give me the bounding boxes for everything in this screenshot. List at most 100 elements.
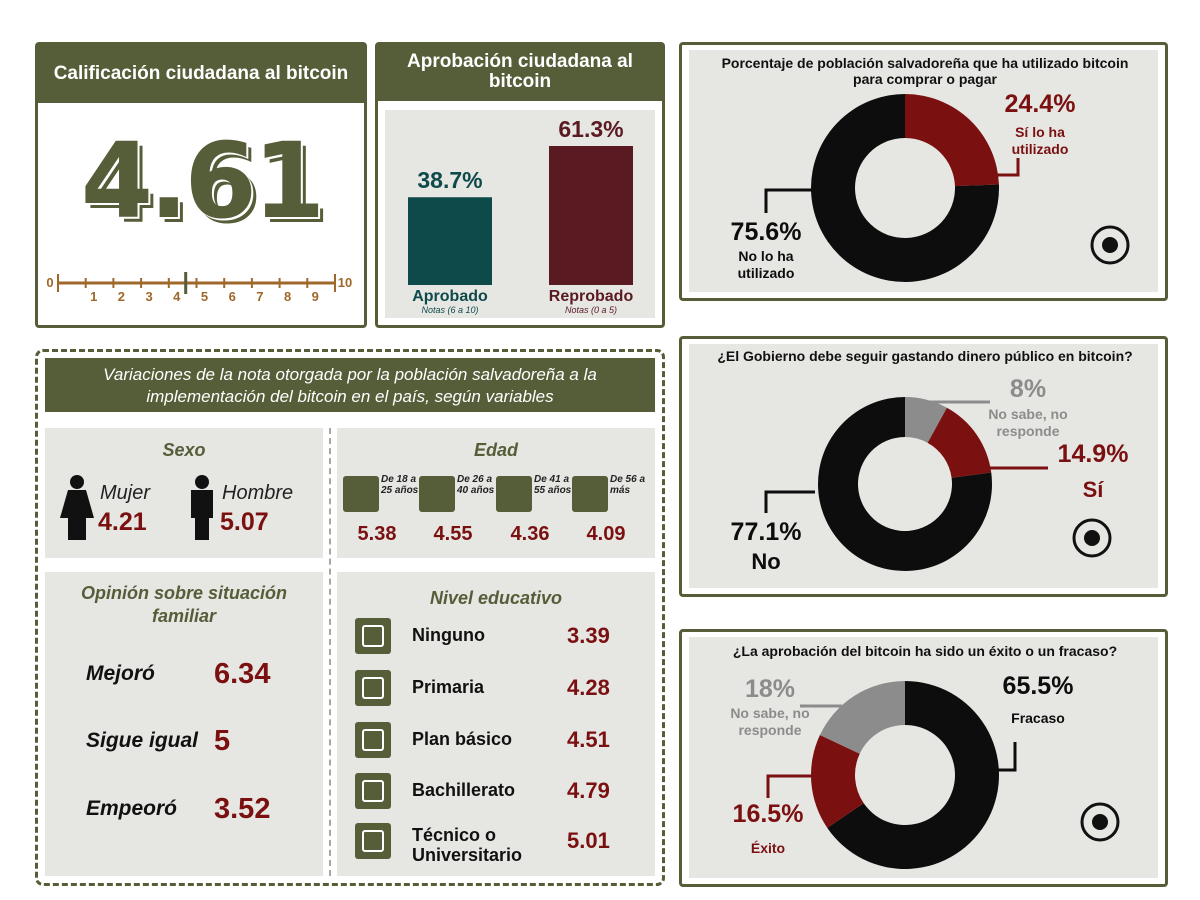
age-icon bbox=[419, 476, 455, 512]
scale-tick-label: 3 bbox=[145, 289, 152, 304]
category-label: Aprobado bbox=[412, 288, 488, 305]
item-value: 6.34 bbox=[214, 658, 271, 690]
person-icon bbox=[195, 475, 209, 489]
education-icon bbox=[362, 729, 384, 751]
leader-line bbox=[764, 188, 812, 213]
section-title: Variaciones de la nota otorgada por la p… bbox=[103, 365, 597, 406]
education-icon bbox=[362, 830, 384, 852]
item-label: De 41 a 55 años bbox=[534, 474, 572, 496]
donut-slice bbox=[827, 681, 1000, 869]
value-label: 8% bbox=[1009, 375, 1047, 403]
scale-tick-label: 4 bbox=[173, 289, 181, 304]
panel-header bbox=[38, 45, 364, 103]
value-label: 14.9% bbox=[1057, 440, 1129, 468]
variations-panel bbox=[35, 349, 665, 886]
education-icon bbox=[355, 618, 391, 654]
education-icon bbox=[355, 670, 391, 706]
scale-tick-label: 0 bbox=[46, 275, 53, 290]
value-label: 75.6% bbox=[730, 218, 802, 246]
value-label: 61.3% bbox=[558, 116, 623, 142]
scale-tick-label: 2 bbox=[118, 289, 125, 304]
education-icon bbox=[355, 722, 391, 758]
leader-line bbox=[985, 742, 1017, 772]
icon bbox=[1084, 530, 1100, 546]
category-label: No sabe, no responde bbox=[730, 705, 810, 738]
panel-title: Calificación ciudadana al bitcoin bbox=[53, 63, 349, 84]
value-label: 77.1% bbox=[730, 518, 802, 546]
value-label: 24.4% bbox=[1004, 90, 1076, 118]
person-icon bbox=[191, 490, 213, 540]
item-value: 4.09 bbox=[586, 523, 626, 545]
item-label: Bachillerato bbox=[412, 780, 516, 800]
item-label: Ninguno bbox=[412, 625, 485, 645]
education-icon bbox=[362, 780, 384, 802]
donut-slice bbox=[905, 94, 999, 187]
scale-tick-label: 1 bbox=[90, 289, 97, 304]
leader-line bbox=[766, 774, 814, 798]
education-icon bbox=[362, 677, 384, 699]
familia-box bbox=[45, 572, 323, 876]
sexo-box bbox=[45, 428, 323, 558]
age-icon bbox=[572, 476, 608, 512]
education-icon bbox=[355, 823, 391, 859]
age-icon bbox=[343, 476, 379, 512]
donut-slice bbox=[811, 94, 999, 282]
scale-tick-label: 8 bbox=[284, 289, 291, 304]
item-label: De 26 a 40 años bbox=[457, 474, 495, 496]
donut-slice bbox=[927, 407, 992, 478]
item-label: Mejoró bbox=[86, 662, 155, 685]
value-label: 18% bbox=[744, 675, 796, 703]
item-value: 3.52 bbox=[214, 793, 271, 825]
item-value: 4.21 bbox=[98, 508, 147, 536]
category-label: Sí lo ha utilizado bbox=[1011, 124, 1069, 157]
chart-title: ¿La aprobación del bitcoin ha sido un éx… bbox=[732, 643, 1118, 659]
scale-tick-label: 10 bbox=[338, 275, 352, 290]
age-icon bbox=[496, 476, 532, 512]
chart-title: ¿El Gobierno debe seguir gastando dinero… bbox=[717, 348, 1133, 364]
scale-tick-label: 5 bbox=[201, 289, 208, 304]
item-value: 5 bbox=[214, 725, 231, 757]
education-icon bbox=[355, 773, 391, 809]
value-label: 16.5% bbox=[732, 800, 804, 828]
scale-tick-label: 6 bbox=[229, 289, 236, 304]
leader-line bbox=[960, 158, 1020, 177]
item-label: Empeoró bbox=[86, 797, 178, 820]
group-title: Edad bbox=[473, 440, 518, 460]
icon bbox=[1092, 814, 1108, 830]
bar-note: Notas (6 a 10) bbox=[421, 305, 478, 315]
donut-slice bbox=[905, 397, 947, 443]
value-label: 38.7% bbox=[417, 167, 482, 193]
panel-header bbox=[378, 45, 662, 101]
item-value: 5.07 bbox=[220, 508, 269, 536]
score: 4.61 bbox=[80, 120, 326, 242]
scale-tick-label: 9 bbox=[312, 289, 319, 304]
item-label: Hombre bbox=[222, 482, 294, 504]
category-label: Sí bbox=[1082, 477, 1104, 502]
group-title: Nivel educativo bbox=[429, 588, 563, 608]
item-value: 4.55 bbox=[433, 523, 473, 545]
icon bbox=[1102, 237, 1118, 253]
item-label: Primaria bbox=[412, 677, 485, 697]
bar-note: Notas (0 a 5) bbox=[565, 305, 617, 315]
category-label: Fracaso bbox=[1011, 710, 1065, 726]
item-label: De 18 a 25 años bbox=[381, 474, 419, 496]
value-label: 65.5% bbox=[1002, 672, 1074, 700]
item-value: 4.28 bbox=[567, 675, 610, 700]
category-label: No bbox=[751, 549, 781, 574]
icon bbox=[1090, 225, 1130, 265]
category-label: No lo ha utilizado bbox=[737, 248, 795, 281]
person-icon bbox=[60, 490, 94, 540]
education-icon bbox=[362, 625, 384, 647]
panel-header bbox=[45, 358, 655, 412]
bar bbox=[408, 197, 492, 285]
category-label: Éxito bbox=[750, 840, 786, 856]
icon bbox=[1080, 802, 1120, 842]
item-value: 5.01 bbox=[567, 828, 610, 853]
category-label: Reprobado bbox=[549, 288, 634, 305]
item-label: Técnico o Universitario bbox=[412, 825, 523, 865]
panel-title: Aprobación ciudadana al bitcoin bbox=[407, 51, 633, 92]
group-title: Opinión sobre situación familiar bbox=[80, 583, 287, 626]
item-value: 4.51 bbox=[567, 727, 610, 752]
